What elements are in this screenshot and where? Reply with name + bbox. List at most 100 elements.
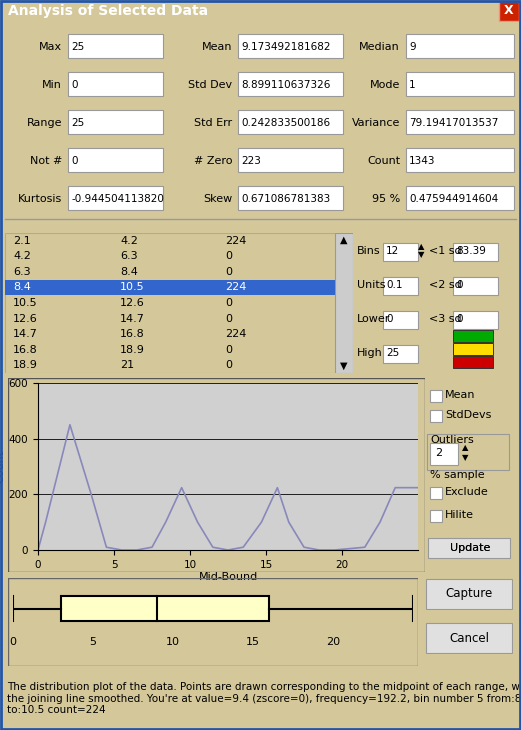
Text: 25: 25 (386, 348, 399, 358)
Text: 14.7: 14.7 (120, 314, 145, 323)
Bar (406, 34, 514, 58)
Text: 25: 25 (71, 118, 84, 128)
Bar (428, 538, 510, 558)
Text: Median: Median (359, 42, 400, 52)
Bar (61, 596, 269, 621)
Text: ▲: ▲ (340, 235, 348, 245)
Text: % sample: % sample (430, 470, 485, 480)
Text: 224: 224 (225, 329, 246, 339)
Text: 10: 10 (166, 637, 180, 647)
Bar (383, 311, 418, 329)
Text: Skew: Skew (203, 194, 232, 204)
Bar (68, 34, 163, 58)
Text: X: X (504, 4, 514, 18)
Text: 1343: 1343 (409, 156, 436, 166)
Text: 9.173492181682: 9.173492181682 (241, 42, 330, 52)
Bar (453, 356, 493, 368)
Bar (406, 186, 514, 210)
Text: -0.944504113820: -0.944504113820 (71, 194, 164, 204)
Bar (499, 1, 519, 21)
Text: 1: 1 (409, 80, 416, 90)
Text: Variance: Variance (352, 118, 400, 128)
Text: 18.9: 18.9 (13, 360, 38, 370)
Text: 79.19417013537: 79.19417013537 (409, 118, 499, 128)
Bar (430, 487, 442, 499)
Text: 4.2: 4.2 (13, 251, 31, 261)
Text: 2: 2 (436, 448, 442, 458)
Bar (383, 243, 418, 261)
Text: 18.9: 18.9 (120, 345, 145, 355)
Text: Capture: Capture (445, 588, 493, 601)
Text: 0: 0 (456, 314, 463, 324)
Text: 5: 5 (90, 637, 96, 647)
Text: ▲: ▲ (418, 242, 424, 252)
Text: High: High (357, 348, 383, 358)
Text: 6.3: 6.3 (120, 251, 138, 261)
Text: Mean: Mean (202, 42, 232, 52)
Text: 83.39: 83.39 (456, 246, 486, 256)
Text: 0: 0 (225, 360, 232, 370)
Text: 224: 224 (225, 236, 246, 246)
Text: 0: 0 (225, 345, 232, 355)
Text: Units: Units (357, 280, 386, 290)
Text: Std Err: Std Err (194, 118, 232, 128)
Text: 12.6: 12.6 (120, 298, 145, 308)
Text: 6.3: 6.3 (13, 267, 31, 277)
Text: Max: Max (39, 42, 62, 52)
Text: 12: 12 (386, 246, 399, 256)
Text: Std Dev: Std Dev (188, 80, 232, 90)
Text: Count: Count (367, 156, 400, 166)
Bar (430, 510, 442, 522)
Text: 0: 0 (71, 80, 78, 90)
Text: <2 sd: <2 sd (429, 280, 462, 290)
Text: 0: 0 (225, 314, 232, 323)
Bar (68, 148, 163, 172)
Text: 0.671086781383: 0.671086781383 (241, 194, 330, 204)
Bar (406, 72, 514, 96)
Text: 10.5: 10.5 (120, 283, 145, 293)
Bar (427, 434, 509, 470)
Bar (453, 330, 493, 342)
Text: 0: 0 (225, 267, 232, 277)
Text: 0: 0 (386, 314, 392, 324)
Text: 223: 223 (241, 156, 261, 166)
Text: StdDevs: StdDevs (445, 410, 491, 420)
Bar (453, 277, 498, 295)
Text: # Zero: # Zero (193, 156, 232, 166)
Text: 4.2: 4.2 (120, 236, 138, 246)
Bar (68, 186, 163, 210)
Bar (430, 410, 442, 422)
Text: Kurtosis: Kurtosis (18, 194, 62, 204)
Text: 8.899110637326: 8.899110637326 (241, 80, 330, 90)
Text: 0: 0 (225, 251, 232, 261)
Text: Cancel: Cancel (449, 631, 489, 645)
Text: 8.4: 8.4 (13, 283, 31, 293)
Text: Hilite: Hilite (445, 510, 474, 520)
Text: 9: 9 (409, 42, 416, 52)
Text: 0: 0 (71, 156, 78, 166)
Text: ▲: ▲ (462, 444, 468, 453)
Text: ▼: ▼ (340, 361, 348, 371)
Text: <1 sd: <1 sd (429, 246, 462, 256)
Text: Mean: Mean (445, 390, 476, 400)
Text: 16.8: 16.8 (13, 345, 38, 355)
Bar (453, 343, 493, 355)
Text: 0: 0 (456, 280, 463, 290)
Text: 0.1: 0.1 (386, 280, 403, 290)
Text: Lower: Lower (357, 314, 390, 324)
Text: <3 sd: <3 sd (429, 314, 462, 324)
Text: 14.7: 14.7 (13, 329, 38, 339)
Y-axis label: Count: Count (0, 450, 6, 483)
Text: 2.1: 2.1 (13, 236, 31, 246)
Text: 15: 15 (246, 637, 260, 647)
Text: Exclude: Exclude (445, 487, 489, 497)
Text: 20: 20 (326, 637, 340, 647)
Text: 0: 0 (225, 298, 232, 308)
Bar (238, 34, 343, 58)
Text: Bins: Bins (357, 246, 381, 256)
Text: Update: Update (450, 543, 490, 553)
Bar (453, 243, 498, 261)
Bar (406, 148, 514, 172)
Text: 0.475944914604: 0.475944914604 (409, 194, 498, 204)
Text: 10.5: 10.5 (13, 298, 38, 308)
